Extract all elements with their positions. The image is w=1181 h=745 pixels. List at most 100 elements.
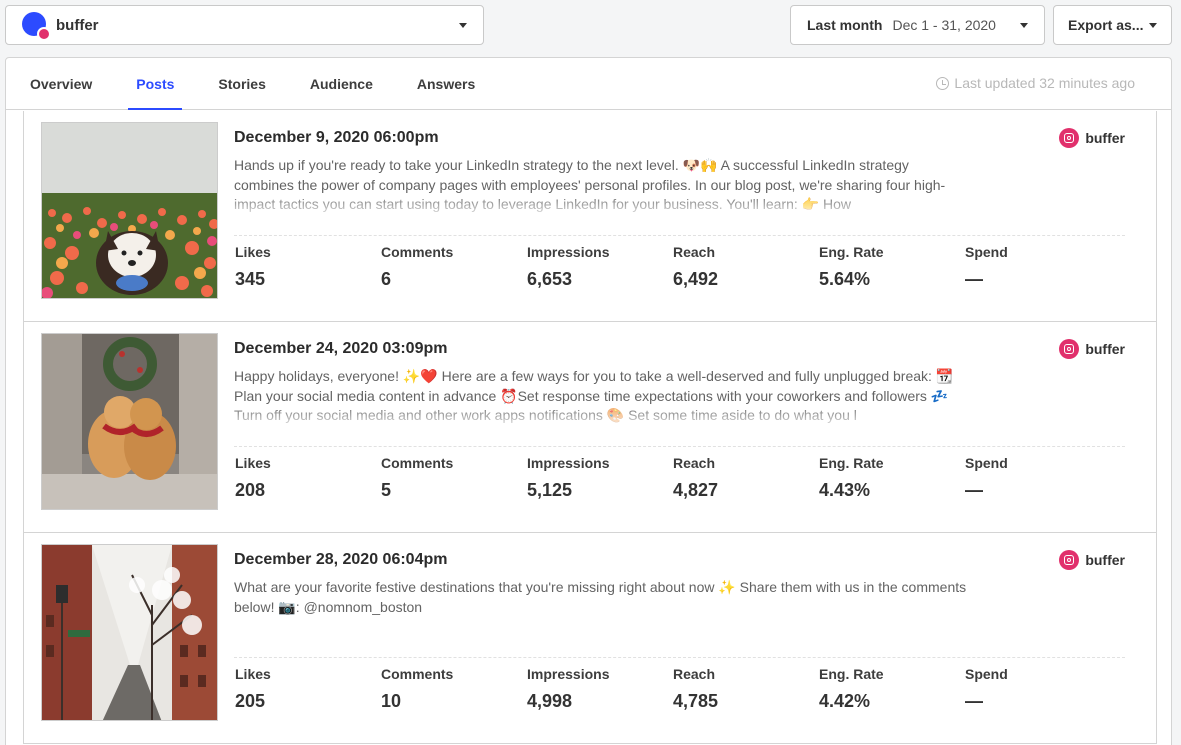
- metric-value: 4,785: [673, 691, 719, 711]
- metric-spend: Spend —: [965, 666, 1111, 712]
- metric-label: Comments: [381, 455, 454, 471]
- metric-value: 10: [381, 691, 402, 711]
- metric-comments: Comments 6: [381, 244, 527, 290]
- post-metrics: Likes 205 Comments 10 Impressions 4,998 Rea…: [235, 666, 1111, 712]
- post-image[interactable]: [41, 544, 218, 721]
- metric-value: 6,653: [527, 269, 573, 289]
- metric-eng-rate: Eng. Rate 5.64%: [819, 244, 965, 290]
- channel-label: buffer: [1059, 128, 1125, 148]
- metric-value: 6: [381, 269, 392, 289]
- metric-value: 4,827: [673, 480, 719, 500]
- metric-value: 4,998: [527, 691, 573, 711]
- channel-name: buffer: [1085, 130, 1125, 146]
- metric-label: Reach: [673, 666, 716, 682]
- metric-likes: Likes 208: [235, 455, 381, 501]
- metric-eng-rate: Eng. Rate 4.43%: [819, 455, 965, 501]
- metric-value: 6,492: [673, 269, 719, 289]
- metric-value: 345: [235, 269, 266, 289]
- tab-bar: Overview Posts Stories Audience Answers: [6, 58, 1171, 110]
- metric-likes: Likes 205: [235, 666, 381, 712]
- metric-comments: Comments 10: [381, 666, 527, 712]
- metric-impressions: Impressions 4,998: [527, 666, 673, 712]
- chevron-down-icon: [1020, 22, 1028, 28]
- post-image[interactable]: [41, 333, 218, 510]
- instagram-icon: [1059, 339, 1080, 359]
- tab-audience[interactable]: Audience: [309, 75, 373, 92]
- chevron-down-icon: [1149, 22, 1157, 28]
- metric-label: Reach: [673, 455, 716, 471]
- metric-label: Reach: [673, 244, 716, 260]
- channel-name: buffer: [1085, 552, 1125, 568]
- account-avatar: [22, 12, 51, 41]
- metric-label: Eng. Rate: [819, 666, 884, 682]
- account-selector[interactable]: buffer: [5, 5, 484, 45]
- metric-comments: Comments 5: [381, 455, 527, 501]
- tab-stories[interactable]: Stories: [218, 75, 266, 92]
- analytics-panel: Overview Posts Stories Audience Answers …: [5, 57, 1172, 745]
- tab-posts[interactable]: Posts: [128, 58, 183, 110]
- metric-label: Eng. Rate: [819, 244, 884, 260]
- date-range-value: Dec 1 - 31, 2020: [892, 17, 996, 33]
- metric-value: —: [965, 691, 983, 711]
- metric-label: Eng. Rate: [819, 455, 884, 471]
- date-range-label: Last month: [807, 17, 883, 33]
- metric-impressions: Impressions 6,653: [527, 244, 673, 290]
- post-card[interactable]: December 9, 2020 06:00pm Hands up if you…: [23, 111, 1157, 322]
- post-date: December 24, 2020 03:09pm: [234, 340, 448, 357]
- metric-value: 208: [235, 480, 266, 500]
- metric-label: Spend: [965, 455, 1008, 471]
- instagram-icon: [37, 27, 51, 41]
- post-card[interactable]: December 28, 2020 06:04pm What are your …: [23, 533, 1157, 744]
- tab-answers[interactable]: Answers: [416, 75, 476, 92]
- metric-value: 5,125: [527, 480, 573, 500]
- post-card[interactable]: December 24, 2020 03:09pm Happy holidays…: [23, 322, 1157, 533]
- channel-label: buffer: [1059, 550, 1125, 570]
- date-range-picker[interactable]: Last month Dec 1 - 31, 2020: [790, 5, 1045, 45]
- metric-value: 4.43%: [819, 480, 871, 500]
- metric-label: Spend: [965, 666, 1008, 682]
- metric-label: Likes: [235, 455, 271, 471]
- metric-value: 4.42%: [819, 691, 871, 711]
- last-updated: Last updated 32 minutes ago: [936, 75, 1135, 91]
- metric-likes: Likes 345: [235, 244, 381, 290]
- metric-value: 205: [235, 691, 266, 711]
- metric-label: Impressions: [527, 666, 610, 682]
- post-date: December 9, 2020 06:00pm: [234, 129, 439, 146]
- metric-label: Spend: [965, 244, 1008, 260]
- instagram-icon: [1059, 550, 1080, 570]
- post-metrics: Likes 208 Comments 5 Impressions 5,125 Reac…: [235, 455, 1111, 501]
- metric-eng-rate: Eng. Rate 4.42%: [819, 666, 965, 712]
- account-name: buffer: [56, 16, 99, 34]
- metric-impressions: Impressions 5,125: [527, 455, 673, 501]
- metric-reach: Reach 4,827: [673, 455, 819, 501]
- metric-label: Impressions: [527, 455, 610, 471]
- instagram-icon: [1059, 128, 1080, 148]
- post-image[interactable]: [41, 122, 218, 299]
- metric-label: Comments: [381, 666, 454, 682]
- post-metrics: Likes 345 Comments 6 Impressions 6,653 Reac…: [235, 244, 1111, 290]
- metric-spend: Spend —: [965, 244, 1111, 290]
- clock-icon: [936, 76, 950, 90]
- export-button[interactable]: Export as...: [1053, 5, 1172, 45]
- metric-reach: Reach 4,785: [673, 666, 819, 712]
- chevron-down-icon: [459, 22, 467, 28]
- metric-spend: Spend —: [965, 455, 1111, 501]
- channel-label: buffer: [1059, 339, 1125, 359]
- post-date: December 28, 2020 06:04pm: [234, 551, 448, 568]
- metric-value: —: [965, 269, 983, 289]
- metric-value: —: [965, 480, 983, 500]
- metric-value: 5: [381, 480, 392, 500]
- last-updated-text: Last updated 32 minutes ago: [954, 75, 1135, 91]
- metric-reach: Reach 6,492: [673, 244, 819, 290]
- tab-overview[interactable]: Overview: [30, 75, 93, 92]
- metric-label: Likes: [235, 666, 271, 682]
- post-list: December 9, 2020 06:00pm Hands up if you…: [23, 111, 1157, 744]
- divider: [234, 446, 1125, 447]
- divider: [234, 657, 1125, 658]
- metric-label: Impressions: [527, 244, 610, 260]
- post-text: Hands up if you're ready to take your Li…: [234, 157, 946, 212]
- divider: [234, 235, 1125, 236]
- channel-name: buffer: [1085, 341, 1125, 357]
- metric-label: Comments: [381, 244, 454, 260]
- export-label: Export as...: [1068, 17, 1144, 33]
